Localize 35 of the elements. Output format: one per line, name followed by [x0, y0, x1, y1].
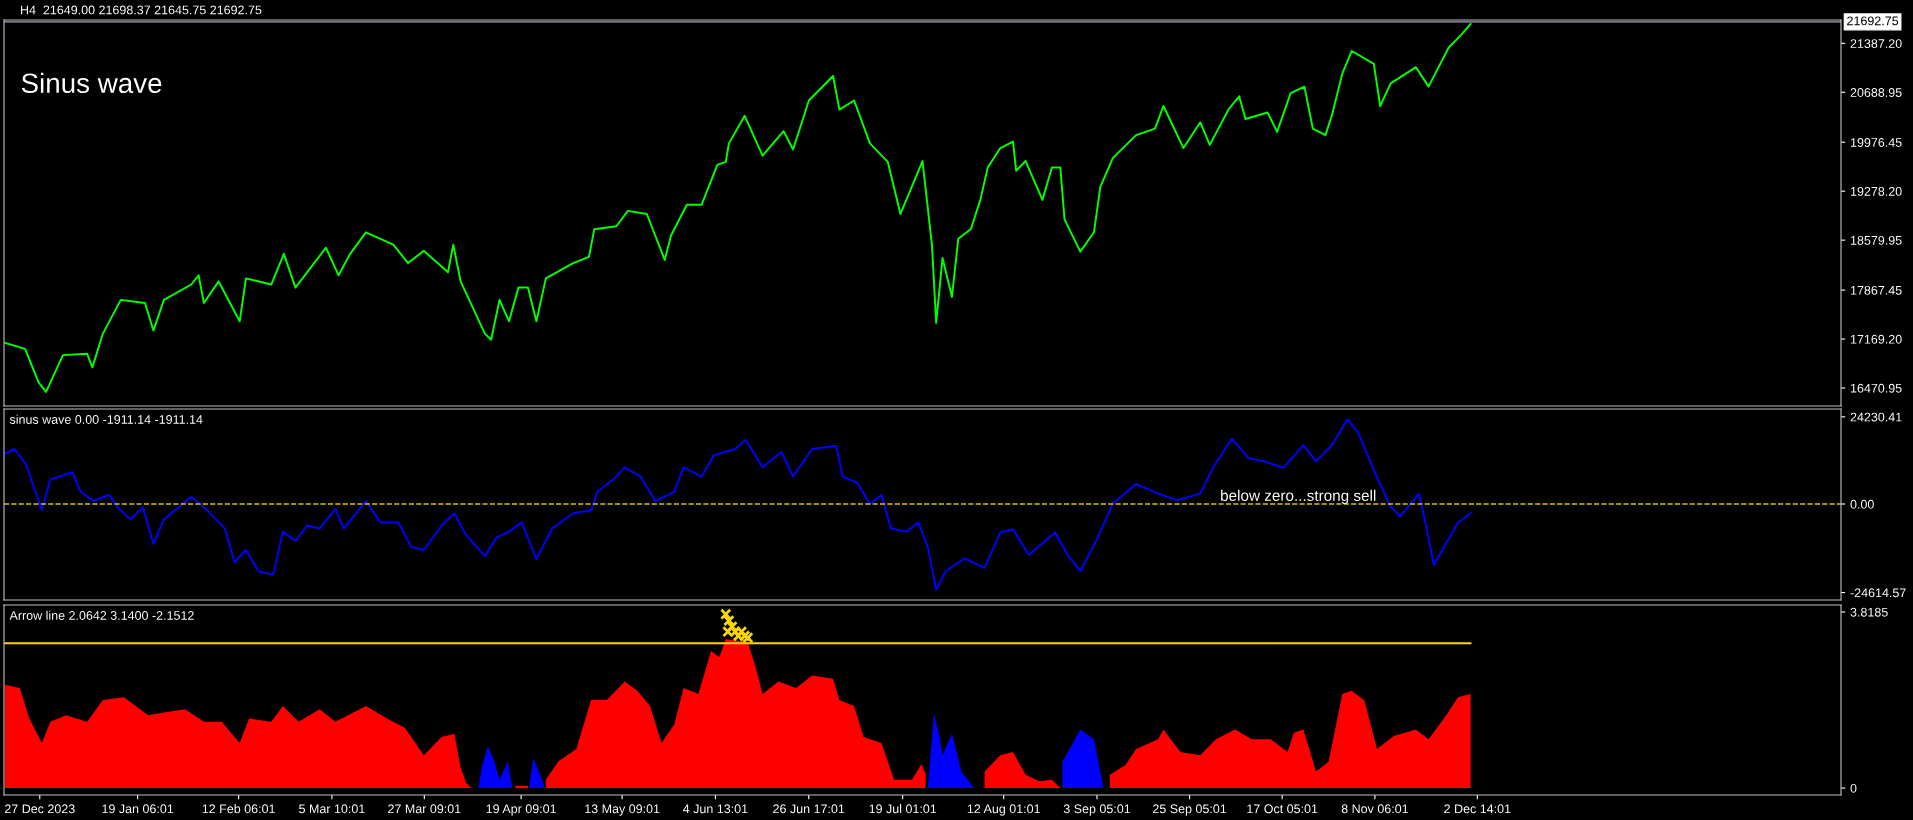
- y-tick-label: 17867.45: [1850, 285, 1902, 295]
- x-tick-label: 12 Aug 01:01: [967, 804, 1040, 816]
- y-tick-label: 0: [1850, 783, 1857, 793]
- y-tick-label: 18579.95: [1850, 235, 1902, 245]
- y-tick-label: 17169.20: [1850, 334, 1902, 344]
- x-tick-label: 5 Mar 10:01: [299, 804, 365, 814]
- y-tick-label: 20688.95: [1850, 88, 1902, 97]
- y-tick-label: 21387.20: [1850, 39, 1902, 48]
- y-tick-label: -24614.57: [1850, 588, 1906, 598]
- x-tick-label: 13 May 09:01: [585, 804, 660, 816]
- ref-line-label: 21692.75: [1847, 16, 1899, 26]
- x-tick-label: 8 Nov 06:01: [1341, 804, 1409, 814]
- y-tick-label: 3.8185: [1850, 607, 1888, 617]
- x-tick-label: 27 Dec 2023: [4, 804, 75, 814]
- chart-title: H4 21649.00 21698.37 21645.75 21692.75: [21, 5, 262, 15]
- annotation: Sinus wave: [21, 72, 162, 94]
- x-tick-label: 12 Feb 06:01: [202, 804, 275, 814]
- y-tick-label: 0.00: [1850, 499, 1874, 509]
- x-tick-label: 17 Oct 05:01: [1247, 804, 1318, 814]
- x-tick-label: 25 Sep 05:01: [1153, 804, 1227, 816]
- x-tick-label: 19 Jul 01:01: [869, 804, 937, 814]
- y-tick-label: 24230.41: [1850, 412, 1902, 422]
- chart-title: sinus wave 0.00 -1911.14 -1911.14: [9, 414, 203, 424]
- y-tick-label: 19976.45: [1850, 138, 1902, 147]
- x-tick-label: 3 Sep 05:01: [1063, 804, 1131, 816]
- x-tick-label: 2 Dec 14:01: [1444, 804, 1511, 814]
- y-tick-label: 16470.95: [1850, 383, 1902, 393]
- x-tick-label: 26 Jun 17:01: [773, 804, 845, 814]
- x-tick-label: 19 Apr 09:01: [486, 804, 556, 816]
- ref-line-label: below zero...strong sell: [1221, 489, 1376, 504]
- x-tick-label: 19 Jan 06:01: [102, 804, 174, 814]
- x-tick-label: 4 Jun 13:01: [683, 804, 748, 814]
- chart-title: Arrow line 2.0642 3.1400 -2.1512: [9, 610, 194, 620]
- y-tick-label: 19278.20: [1850, 186, 1902, 196]
- x-tick-label: 27 Mar 09:01: [388, 804, 461, 814]
